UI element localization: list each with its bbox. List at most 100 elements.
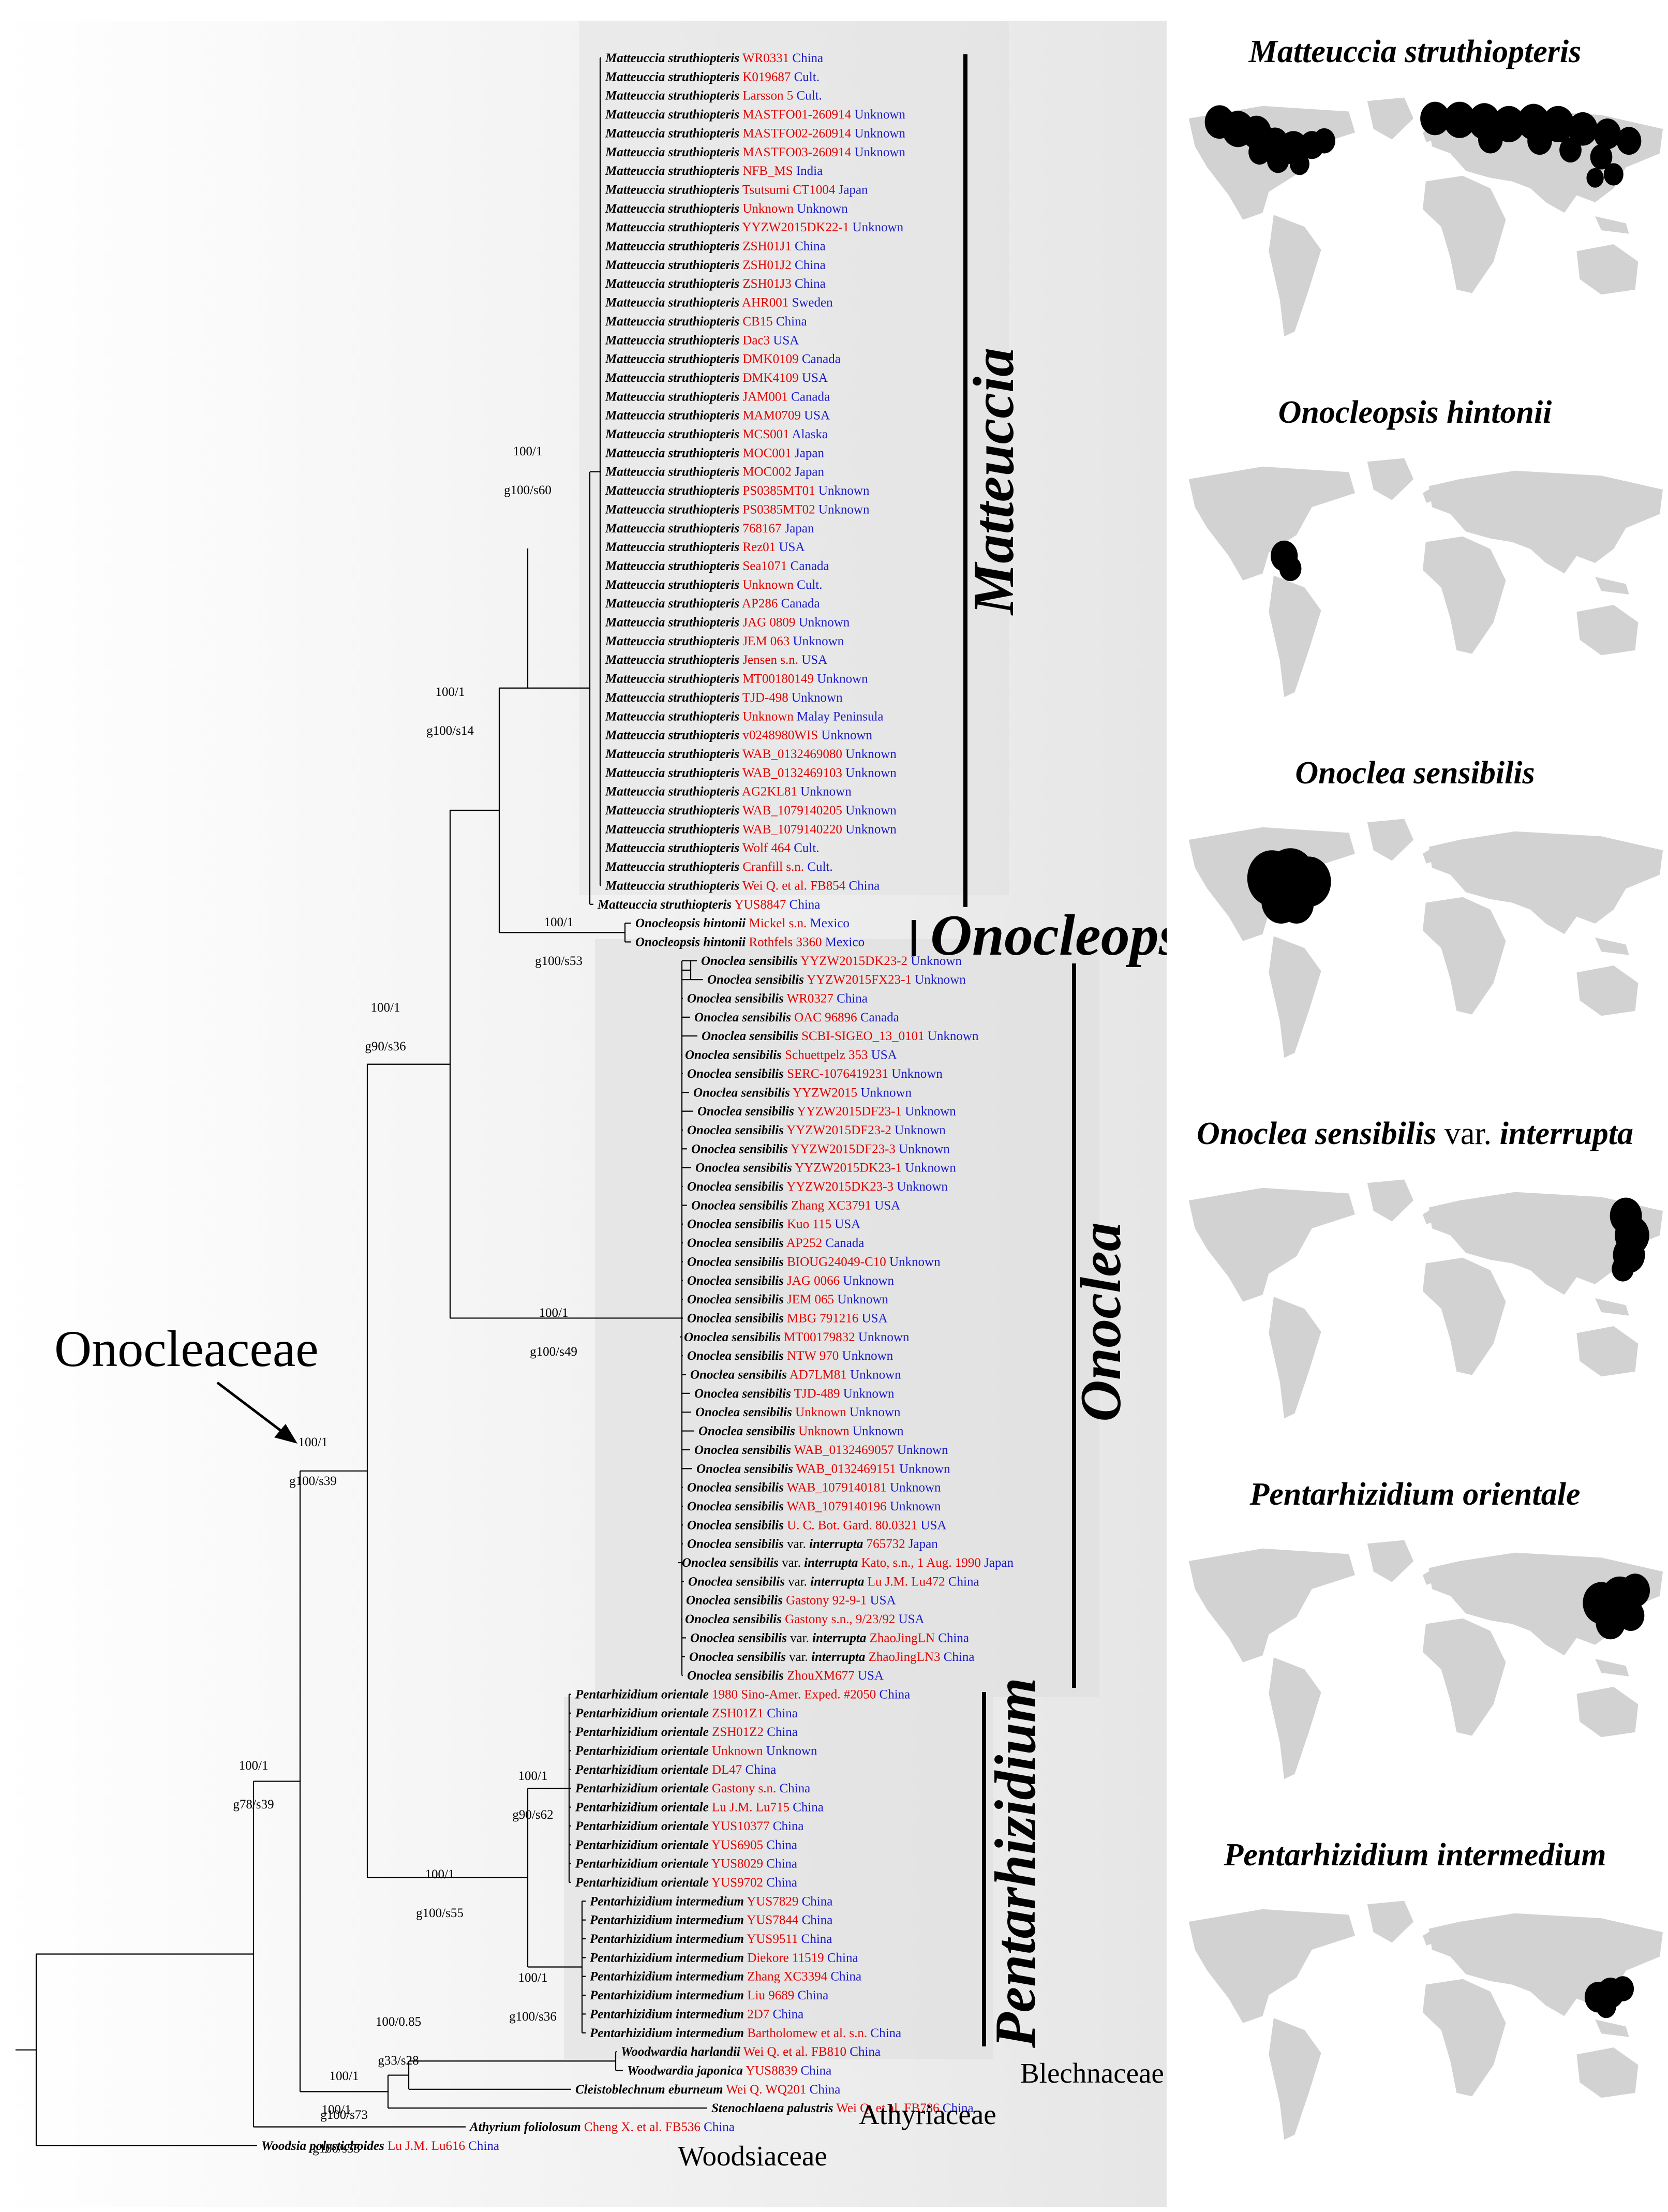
tip-voucher: JEM 065 <box>784 1293 834 1307</box>
tip-label: Onoclea sensibilis Zhang XC3791 USA <box>691 1198 900 1212</box>
tip-locality: China <box>789 51 823 65</box>
tip-label: Matteuccia struthiopteris Unknown Malay … <box>605 709 884 723</box>
tip-voucher: Wei Q. et al. FB786 <box>833 2101 939 2115</box>
tip-locality: Sweden <box>788 296 833 310</box>
matteuccia-highlight <box>579 21 1009 895</box>
tip-locality: Unknown <box>847 1368 901 1382</box>
tip-voucher: Cheng X. et al. FB536 <box>581 2120 701 2134</box>
tip-locality: Cult. <box>794 578 823 592</box>
tip-locality: Unknown <box>814 672 868 686</box>
tip-voucher: MT00180149 <box>739 672 814 686</box>
map-title-species: Pentarhizidium intermedium <box>1224 1837 1606 1873</box>
tip-voucher: YUS9511 <box>744 1932 798 1946</box>
tip-voucher: DMK0109 <box>739 352 799 366</box>
tip-voucher: AP252 <box>784 1236 822 1250</box>
tip-voucher: WAB_0132469080 <box>739 747 842 761</box>
tip-voucher: WAB_1079140220 <box>739 822 842 836</box>
tip-label: Pentarhizidium orientale 1980 Sino-Amer.… <box>575 1687 910 1701</box>
tip-voucher: Unknown <box>739 202 794 216</box>
tip-locality: China <box>792 258 826 272</box>
tip-locality: Unknown <box>818 729 872 743</box>
tip-species: Onoclea sensibilis <box>694 1011 791 1025</box>
tip-voucher: YUS9702 <box>709 1876 763 1890</box>
family-label-onocleaceae: Onocleaceae <box>54 1320 319 1377</box>
tip-species: Onoclea sensibilis <box>687 1481 784 1495</box>
tip-label: Onoclea sensibilis YYZW2015DK23-2 Unknow… <box>701 954 962 968</box>
tip-species: Onoclea sensibilis <box>686 1594 783 1608</box>
tip-var-marker: var. <box>785 1575 810 1589</box>
tip-species: Matteuccia struthiopteris <box>605 220 739 234</box>
tip-label: Pentarhizidium intermedium YUS7844 China <box>589 1913 832 1927</box>
tip-species: Pentarhizidium intermedium <box>589 1951 744 1965</box>
support-bottom: g100/s60 <box>504 483 552 497</box>
tip-species: Matteuccia struthiopteris <box>605 804 739 818</box>
tip-species: Onoclea sensibilis <box>695 1405 792 1419</box>
tip-species: Matteuccia struthiopteris <box>605 183 739 197</box>
clade-label-matteuccia: Matteuccia <box>962 348 1026 616</box>
tip-species: Matteuccia struthiopteris <box>605 785 739 799</box>
tip-label: Matteuccia struthiopteris K019687 Cult. <box>605 70 820 84</box>
tip-label: Onocleopsis hintonii Mickel s.n. Mexico <box>635 916 850 930</box>
map-title-variety: interrupta <box>1500 1116 1633 1151</box>
tip-label: Matteuccia struthiopteris NFB_MS India <box>605 164 823 178</box>
support-bottom: g100/s39 <box>289 1474 337 1488</box>
distribution-point <box>1313 128 1335 154</box>
distribution-maps: Matteuccia struthiopteris Onocleopsis hin… <box>1167 21 1668 2177</box>
tip-label: Onoclea sensibilis YYZW2015FX23-1 Unknow… <box>707 973 966 987</box>
tip-locality: China <box>806 2083 840 2097</box>
map-panel: Matteuccia struthiopteris <box>1167 21 1668 374</box>
tip-label: Matteuccia struthiopteris PS0385MT02 Unk… <box>605 502 870 516</box>
tip-voucher: Diekore 11519 <box>744 1951 824 1965</box>
tip-species: Onoclea sensibilis <box>694 1443 791 1457</box>
tip-label: Matteuccia struthiopteris 768167 Japan <box>605 522 814 536</box>
tip-label: Onoclea sensibilis ZhouXM677 USA <box>687 1669 884 1683</box>
tip-variety: interrupta <box>809 1537 863 1551</box>
tip-locality: China <box>770 1819 804 1833</box>
tip-locality: China <box>940 1650 974 1664</box>
tip-locality: USA <box>770 333 799 347</box>
tip-locality: Unknown <box>851 126 905 140</box>
world-map <box>1188 819 1663 1058</box>
distribution-point <box>1559 137 1582 163</box>
tip-species: Onoclea sensibilis <box>685 1048 782 1062</box>
tip-label: Matteuccia struthiopteris DMK0109 Canada <box>605 352 841 366</box>
support-values: 100/1 g100/s60 100/1 g100/s14 100/1 g100/s53 1… <box>233 444 582 2156</box>
tip-locality: China <box>935 1631 969 1645</box>
tip-label: Onoclea sensibilis var. interrupta ZhaoJ… <box>689 1650 974 1664</box>
tip-voucher: 2D7 <box>744 2007 769 2021</box>
tip-species: Onoclea sensibilis <box>687 1537 784 1551</box>
tip-label: Onoclea sensibilis AP252 Canada <box>687 1236 864 1250</box>
map-panel: Onocleopsis hintonii <box>1167 381 1668 734</box>
tip-voucher: ZhaoJingLN3 <box>865 1650 940 1664</box>
tip-locality: Cult. <box>791 841 820 855</box>
tip-label: Onoclea sensibilis MBG 791216 USA <box>687 1311 888 1325</box>
tip-locality: Unknown <box>902 1105 956 1119</box>
world-map <box>1188 1540 1663 1779</box>
tip-label: Onoclea sensibilis Gastony s.n., 9/23/92… <box>685 1612 925 1626</box>
tip-species: Onoclea sensibilis <box>701 954 798 968</box>
tip-voucher: ZSH01J2 <box>739 258 792 272</box>
support-top: 100/1 <box>513 444 543 458</box>
tip-locality: China <box>786 898 820 912</box>
tip-locality: Unknown <box>894 1443 948 1457</box>
tip-locality: Unknown <box>842 822 897 836</box>
tip-voucher: NTW 970 <box>784 1349 839 1363</box>
tip-species: Cleistoblechnum eburneum <box>575 2083 723 2097</box>
tip-label: Matteuccia struthiopteris TJD-498 Unknow… <box>605 691 843 705</box>
tip-voucher: YYZW2015DK23-2 <box>798 954 907 968</box>
distribution-point <box>1620 1573 1650 1608</box>
tip-species: Matteuccia struthiopteris <box>605 390 739 404</box>
tip-label: Onoclea sensibilis Schuettpelz 353 USA <box>685 1048 897 1062</box>
tip-voucher: YYZW2015 <box>790 1086 857 1100</box>
tip-locality: USA <box>799 371 828 385</box>
support-bottom: g100/s49 <box>530 1345 577 1359</box>
tip-voucher: ZhaoJingLN <box>866 1631 935 1645</box>
tip-label: Matteuccia struthiopteris WAB_1079140220… <box>605 822 897 836</box>
tip-label: Onoclea sensibilis U. C. Bot. Gard. 80.0… <box>687 1518 946 1532</box>
tip-locality: Unknown <box>896 1462 950 1476</box>
tip-voucher: Wolf 464 <box>739 841 791 855</box>
tip-voucher: Jensen s.n. <box>739 653 798 667</box>
tip-locality: Mexico <box>822 935 865 949</box>
tip-species: Matteuccia struthiopteris <box>605 747 739 761</box>
